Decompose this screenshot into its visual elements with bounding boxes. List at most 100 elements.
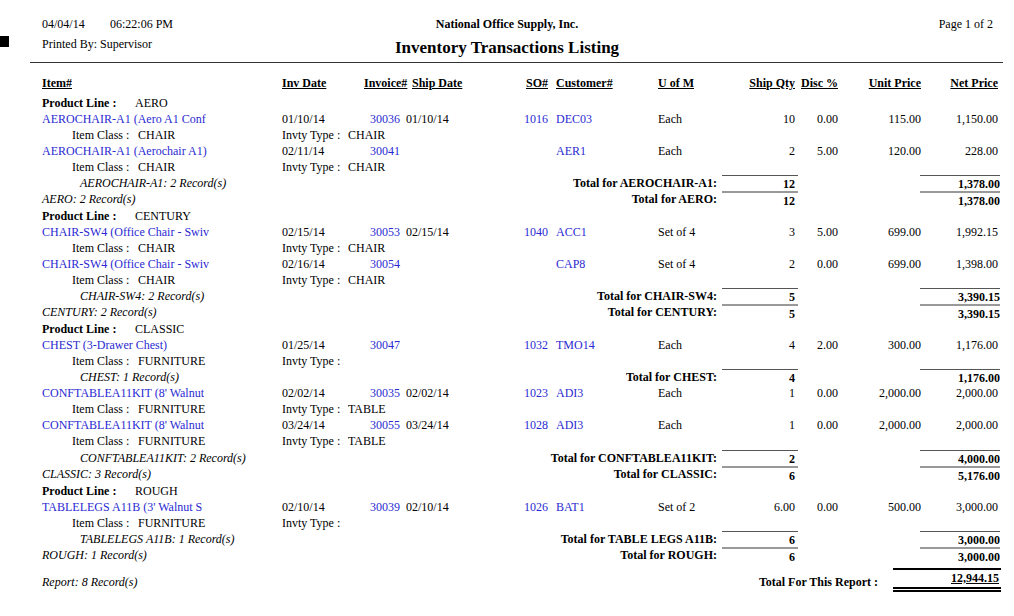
product-line-row: Product Line : AERO [0, 95, 1014, 111]
txn-detail-row: Item Class : CHAIR Invty Type : CHAIR [0, 159, 1014, 175]
item-link[interactable]: AEROCHAIR-A1 (Aero A1 Conf [42, 111, 206, 127]
invoice-link[interactable]: 30039 [370, 499, 400, 515]
net-price: 228.00 [918, 143, 998, 159]
so-link[interactable]: 1016 [505, 111, 548, 127]
total-qty: 5 [722, 304, 798, 322]
report-total-row: Report: 8 Record(s) Total For This Repor… [0, 568, 1014, 594]
total-net: 3,000.00 [920, 547, 1000, 565]
customer-link[interactable]: TMO14 [556, 337, 595, 353]
txn-row: CHEST (3-Drawer Chest) 01/25/14 30047 10… [0, 337, 1014, 353]
item-class-label: Item Class : [72, 127, 129, 143]
disc-pct: 0.00 [788, 385, 838, 401]
invty-type-value: CHAIR [348, 272, 385, 288]
txn-detail-row: Item Class : CHAIR Invty Type : CHAIR [0, 240, 1014, 256]
txn-row: AEROCHAIR-A1 (Aero A1 Conf 01/10/14 3003… [0, 111, 1014, 127]
so-link[interactable]: 1023 [505, 385, 548, 401]
so-link[interactable]: 1026 [505, 499, 548, 515]
record-count-note: AEROCHAIR-A1: 2 Record(s) [80, 175, 226, 191]
inv-date: 02/02/14 [282, 385, 325, 401]
item-link[interactable]: CHAIR-SW4 (Office Chair - Swiv [42, 256, 209, 272]
item-class-value: FURNITURE [138, 515, 205, 531]
ship-date: 03/24/14 [406, 417, 449, 433]
inv-date: 02/11/14 [282, 143, 324, 159]
item-class-label: Item Class : [72, 159, 129, 175]
invty-type-label: Invty Type : [282, 353, 340, 369]
item-link[interactable]: CHEST (3-Drawer Chest) [42, 337, 167, 353]
invoice-link[interactable]: 30054 [370, 256, 400, 272]
item-class-label: Item Class : [72, 353, 129, 369]
unit-price: 2,000.00 [851, 385, 921, 401]
so-link[interactable]: 1040 [505, 224, 548, 240]
product-line-row: Product Line : CENTURY [0, 208, 1014, 224]
total-net: 3,390.15 [920, 304, 1000, 322]
so-link[interactable]: 1028 [505, 417, 548, 433]
customer-link[interactable]: ACC1 [556, 224, 587, 240]
uofm: Each [658, 143, 682, 159]
disc-pct: 5.00 [788, 224, 838, 240]
ship-qty: 3 [735, 224, 795, 240]
col-header-ship-qty: Ship Qty [735, 75, 795, 91]
ship-qty: 10 [735, 111, 795, 127]
total-label: Total for CLASSIC: [400, 466, 717, 482]
item-class-label: Item Class : [72, 240, 129, 256]
item-link[interactable]: AEROCHAIR-A1 (Aerochair A1) [42, 143, 207, 159]
invoice-link[interactable]: 30041 [370, 143, 400, 159]
item-link[interactable]: CONFTABLEA11KIT (8' Walnut [42, 385, 204, 401]
total-label: Total for CONFTABLEA11KIT: [400, 450, 717, 466]
customer-link[interactable]: BAT1 [556, 499, 585, 515]
customer-link[interactable]: ADI3 [556, 385, 583, 401]
txn-detail-row: Item Class : FURNITURE Invty Type : TABL… [0, 433, 1014, 449]
title-row: Inventory Transactions Listing [0, 36, 1014, 60]
col-header-invoice: Invoice# [364, 75, 407, 91]
invoice-link[interactable]: 30035 [370, 385, 400, 401]
product-line-value: CLASSIC [135, 321, 184, 337]
invoice-link[interactable]: 30053 [370, 224, 400, 240]
invoice-link[interactable]: 30036 [370, 111, 400, 127]
disc-pct: 2.00 [788, 337, 838, 353]
item-class-label: Item Class : [72, 515, 129, 531]
so-link[interactable]: 1032 [505, 337, 548, 353]
uofm: Each [658, 111, 682, 127]
uofm: Set of 4 [658, 256, 695, 272]
total-qty: 12 [722, 191, 798, 209]
invty-type-value: CHAIR [348, 240, 385, 256]
item-class-value: CHAIR [138, 272, 175, 288]
txn-detail-row: Item Class : CHAIR Invty Type : CHAIR [0, 127, 1014, 143]
txn-detail-row: Item Class : CHAIR Invty Type : CHAIR [0, 272, 1014, 288]
invoice-link[interactable]: 30047 [370, 337, 400, 353]
col-header-disc: Disc % [788, 75, 838, 91]
customer-link[interactable]: CAP8 [556, 256, 585, 272]
record-count-note: CLASSIC: 3 Record(s) [42, 466, 151, 482]
item-link[interactable]: CHAIR-SW4 (Office Chair - Swiv [42, 224, 209, 240]
unit-price: 699.00 [851, 224, 921, 240]
product-line-value: AERO [135, 95, 168, 111]
customer-link[interactable]: DEC03 [556, 111, 592, 127]
total-qty: 6 [722, 547, 798, 565]
record-count-note: TABLELEGS A11B: 1 Record(s) [80, 531, 235, 547]
net-price: 2,000.00 [918, 417, 998, 433]
report-record-count: Report: 8 Record(s) [42, 574, 138, 590]
item-class-value: FURNITURE [138, 433, 205, 449]
customer-link[interactable]: AER1 [556, 143, 586, 159]
ship-qty: 1 [735, 417, 795, 433]
item-link[interactable]: CONFTABLEA11KIT (8' Walnut [42, 417, 204, 433]
inv-date: 02/15/14 [282, 224, 325, 240]
record-count-note: CHAIR-SW4: 2 Record(s) [80, 288, 204, 304]
ship-qty: 4 [735, 337, 795, 353]
col-header-unit-price: Unit Price [851, 75, 921, 91]
item-link[interactable]: TABLELEGS A11B (3' Walnut S [42, 499, 202, 515]
customer-link[interactable]: ADI3 [556, 417, 583, 433]
col-header-uofm: U of M [658, 75, 694, 91]
invoice-link[interactable]: 30055 [370, 417, 400, 433]
unit-price: 300.00 [851, 337, 921, 353]
record-count-note: CHEST: 1 Record(s) [80, 369, 179, 385]
header-divider [30, 62, 1003, 63]
group-total-row: CENTURY: 2 Record(s) Total for CENTURY: … [0, 304, 1014, 320]
record-count-note: AERO: 2 Record(s) [42, 191, 136, 207]
invty-type-value: CHAIR [348, 127, 385, 143]
ship-qty: 1 [735, 385, 795, 401]
col-header-net-price: Net Price [918, 75, 998, 91]
txn-row: CONFTABLEA11KIT (8' Walnut 02/02/14 3003… [0, 385, 1014, 401]
txn-row: CHAIR-SW4 (Office Chair - Swiv 02/15/14 … [0, 224, 1014, 240]
total-label: Total for CENTURY: [400, 304, 717, 320]
